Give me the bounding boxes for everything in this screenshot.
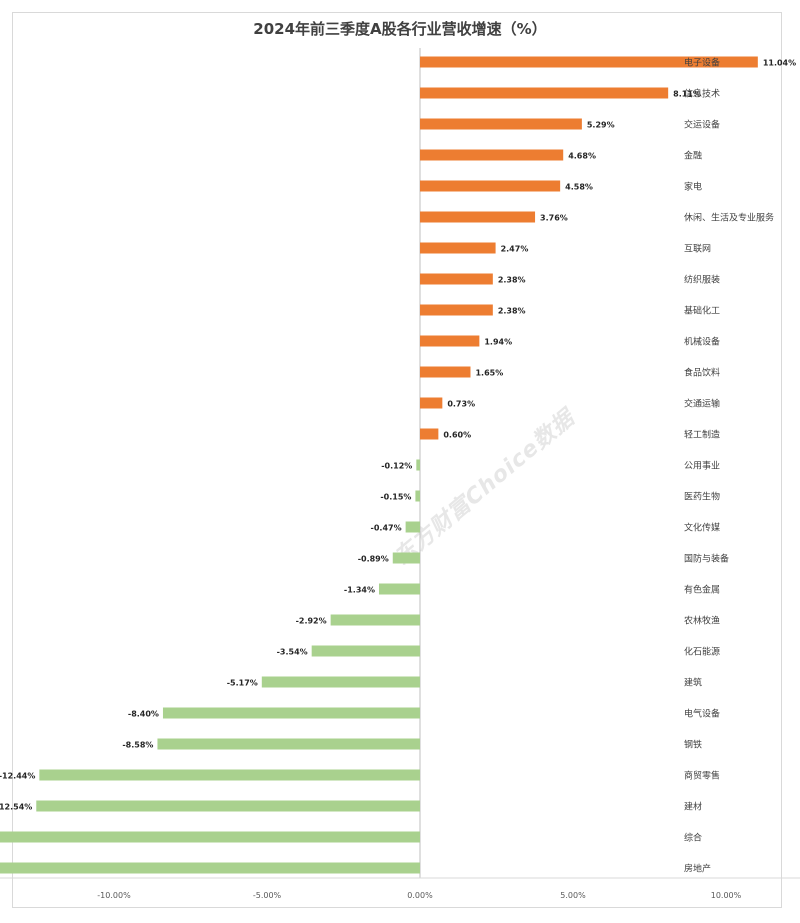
category-label: 钢铁 [684, 739, 702, 751]
bar [420, 211, 536, 223]
bar [420, 273, 493, 285]
bar [392, 552, 420, 564]
data-label: 2.38% [498, 307, 526, 316]
category-label: 建材 [684, 801, 702, 813]
category-label: 农林牧渔 [684, 615, 720, 627]
category-label: 电子设备 [684, 57, 720, 69]
bar [420, 87, 669, 99]
bar [261, 676, 420, 688]
bar [330, 614, 420, 626]
bar [420, 118, 582, 130]
data-label: -1.34% [344, 586, 375, 595]
data-label: 11.04% [763, 59, 796, 68]
data-label: -8.58% [122, 741, 153, 750]
data-label: 8.11% [673, 90, 701, 99]
category-label: 食品饮料 [684, 367, 720, 379]
category-label: 国防与装备 [684, 553, 729, 565]
bar [416, 459, 420, 471]
x-tick-label: 5.00% [560, 891, 586, 900]
data-label: -0.89% [358, 555, 389, 564]
bar [0, 862, 421, 874]
category-label: 轻工制造 [684, 429, 720, 441]
x-tick-label: -5.00% [253, 891, 282, 900]
data-label: 4.58% [565, 183, 593, 192]
category-label: 综合 [684, 832, 702, 844]
bar [39, 769, 420, 781]
bar [36, 800, 420, 812]
bar [420, 304, 493, 316]
data-label: -0.47% [371, 524, 402, 533]
bar [0, 831, 420, 843]
category-label: 交通运输 [684, 398, 720, 410]
data-label: 0.73% [447, 400, 475, 409]
bar [378, 583, 420, 595]
data-label: 2.47% [501, 245, 529, 254]
x-tick-label: 10.00% [711, 891, 742, 900]
data-label: -12.54% [0, 803, 32, 812]
bar [420, 180, 561, 192]
category-label: 公用事业 [684, 460, 720, 472]
data-label: -5.17% [227, 679, 258, 688]
category-label: 建筑 [684, 677, 702, 689]
data-label: 0.60% [443, 431, 471, 440]
data-label: 5.29% [587, 121, 615, 130]
bar [162, 707, 420, 719]
category-label: 基础化工 [684, 305, 720, 317]
bar [420, 366, 471, 378]
category-label: 机械设备 [684, 336, 720, 348]
category-label: 互联网 [684, 244, 711, 255]
data-label: 1.65% [475, 369, 503, 378]
data-label: -12.44% [0, 772, 35, 781]
data-label: 3.76% [540, 214, 568, 223]
x-tick-label: 0.00% [407, 891, 433, 900]
category-label: 医药生物 [684, 491, 720, 503]
category-label: 文化传媒 [684, 522, 720, 534]
data-label: -0.12% [381, 462, 412, 471]
data-label: -2.92% [296, 617, 327, 626]
bar [420, 242, 496, 254]
category-label: 金融 [684, 150, 702, 162]
data-label: -3.54% [277, 648, 308, 657]
chart-title: 2024年前三季度A股各行业营收增速（%） [253, 20, 547, 38]
category-label: 交运设备 [684, 119, 720, 131]
bar [420, 428, 439, 440]
category-label: 信息技术 [684, 88, 720, 100]
category-label: 房地产 [684, 863, 711, 875]
data-label: 1.94% [484, 338, 512, 347]
data-label: -8.40% [128, 710, 159, 719]
category-label: 休闲、生活及专业服务 [684, 212, 774, 224]
bar [415, 490, 420, 502]
data-label: -0.15% [380, 493, 411, 502]
category-label: 电气设备 [684, 708, 720, 720]
data-label: 2.38% [498, 276, 526, 285]
bar [420, 56, 758, 68]
category-label: 纺织服装 [684, 274, 720, 286]
bar [420, 397, 443, 409]
chart-frame [12, 12, 782, 908]
bar [157, 738, 420, 750]
category-label: 有色金属 [684, 584, 720, 596]
bar [311, 645, 420, 657]
bar [420, 335, 480, 347]
category-label: 家电 [684, 181, 702, 193]
category-label: 化石能源 [684, 646, 720, 658]
bar [405, 521, 420, 533]
bar [420, 149, 564, 161]
x-tick-label: -10.00% [97, 891, 131, 900]
data-label: 4.68% [568, 152, 596, 161]
category-label: 商贸零售 [684, 770, 720, 782]
